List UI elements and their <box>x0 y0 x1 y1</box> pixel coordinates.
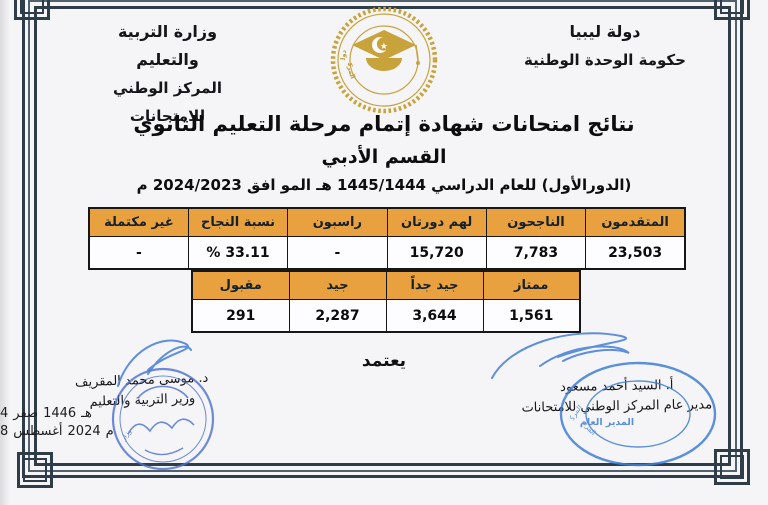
corner-ornament-top-right <box>714 0 750 20</box>
corner-ornament-inner <box>720 455 744 479</box>
val-very-good: 3,644 <box>385 299 484 333</box>
director-stamp-center-text: المدير العام <box>580 417 634 428</box>
corner-ornament-inner <box>20 0 44 14</box>
col-failed: راسبون <box>287 207 388 237</box>
hijri-year: 1446 <box>43 406 77 421</box>
state-name: دولة ليبيا <box>569 22 641 41</box>
val-applicants: 23,503 <box>585 236 686 270</box>
val-passed: 7,783 <box>485 236 587 270</box>
col-incomplete: غير مكتملة <box>88 207 189 237</box>
val-two-rounds: 15,720 <box>386 236 487 270</box>
summary-values-row: 23,503 7,783 15,720 - 33.11 % - <box>88 236 686 270</box>
hijri-era: هـ <box>81 406 92 421</box>
gregorian-month: أغسطس <box>13 424 63 439</box>
approval-label: يعتمد <box>361 351 407 371</box>
center-name: المركز الوطني للامتحانات <box>112 79 223 125</box>
academic-year-line: (الدورالأول) للعام الدراسي 1445/1444 هـ … <box>136 176 632 194</box>
gregorian-day: 8 <box>0 424 9 439</box>
ministry-name: وزارة التربية والتعليم <box>117 22 218 69</box>
government-name: حكومة الوحدة الوطنية <box>524 51 686 69</box>
col-applicants: المتقدمون <box>585 207 686 237</box>
val-good: 2,287 <box>288 299 387 333</box>
val-pass-rate: 33.11 % <box>187 236 289 270</box>
corner-ornament-inner <box>23 458 47 482</box>
gregorian-year: 2024 <box>67 424 101 439</box>
gregorian-date: 8 أغسطس 2024 م <box>0 424 114 439</box>
val-acceptable: 291 <box>191 299 290 333</box>
minister-signature-block: د. موسى محمد المقريف وزير التربية والتعل… <box>61 368 222 414</box>
corner-ornament-inner <box>720 0 744 14</box>
col-excellent: ممتاز <box>482 270 581 300</box>
date-block: 4 صفر 1446 هـ 8 أغسطس 2024 م <box>0 406 452 439</box>
graduation-cap-icon: ★ <box>352 30 420 71</box>
hijri-month: صفر <box>13 406 39 421</box>
summary-header-row: المتقدمون الناجحون لهم دورتان راسبون نسب… <box>88 207 686 237</box>
val-incomplete: - <box>88 236 189 270</box>
gold-seal-icon: دولة ليبيا - وزارة التربية والتعليم المر… <box>328 4 438 114</box>
col-two-rounds: لهم دورتان <box>386 207 487 237</box>
section-title: القسم الأدبي <box>321 146 447 168</box>
col-pass-rate: نسبة النجاح <box>187 207 289 237</box>
corner-ornament-bottom-right <box>714 449 750 485</box>
svg-text:★: ★ <box>380 42 388 52</box>
col-good: جيد <box>288 270 387 300</box>
director-signature-block: أ. السيد أحمد مسعود مدير عام المركز الوط… <box>521 375 713 418</box>
hijri-date: 4 صفر 1446 هـ <box>0 406 92 421</box>
ministry-header: وزارة التربية والتعليم المركز الوطني للا… <box>85 18 250 130</box>
hijri-day: 4 <box>0 406 9 421</box>
col-passed: الناجحون <box>485 207 587 237</box>
state-header: دولة ليبيا حكومة الوحدة الوطنية <box>515 18 695 74</box>
certificate-title: نتائج امتحانات شهادة إتمام مرحلة التعليم… <box>133 112 635 136</box>
corner-ornament-bottom-left <box>17 452 53 488</box>
val-excellent: 1,561 <box>482 299 581 333</box>
corner-ornament-top-left <box>14 0 50 20</box>
col-acceptable: مقبول <box>191 270 290 300</box>
val-failed: - <box>287 236 388 270</box>
grades-values-row: 1,561 3,644 2,287 291 <box>191 299 581 333</box>
results-summary-table: المتقدمون الناجحون لهم دورتان راسبون نسب… <box>88 207 686 270</box>
col-very-good: جيد جداً <box>385 270 484 300</box>
director-title: مدير عام المركز الوطني للامتحانات <box>521 397 713 416</box>
grades-header-row: ممتاز جيد جداً جيد مقبول <box>191 270 581 300</box>
gregorian-era: م <box>105 424 114 439</box>
grades-table: ممتاز جيد جداً جيد مقبول 1,561 3,644 2,2… <box>191 270 581 333</box>
